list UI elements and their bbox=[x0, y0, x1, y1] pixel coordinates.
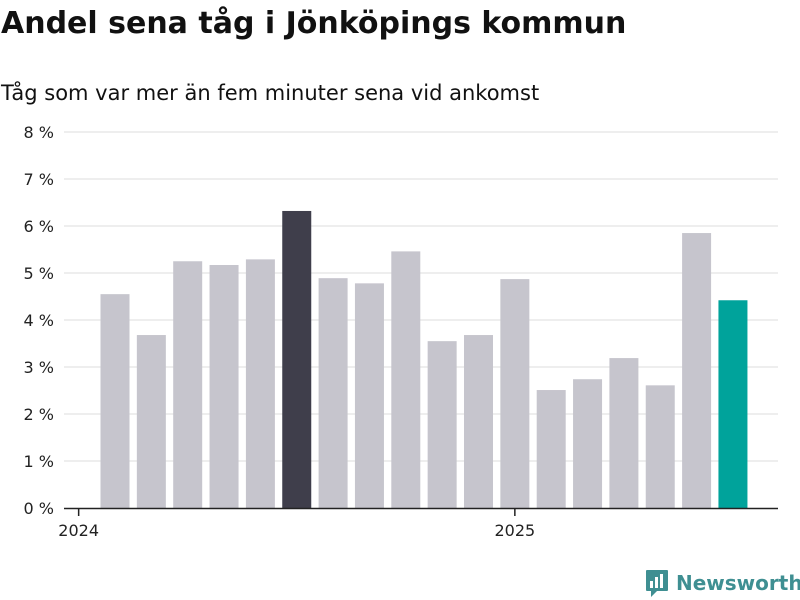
chart-title: Andel sena tåg i Jönköpings kommun bbox=[1, 6, 627, 41]
y-tick-label: 0 % bbox=[24, 499, 54, 518]
bar bbox=[282, 210, 312, 508]
bar bbox=[354, 283, 384, 508]
bar bbox=[500, 279, 530, 508]
y-tick-label: 4 % bbox=[24, 311, 54, 330]
bar bbox=[718, 300, 748, 508]
bar bbox=[609, 358, 639, 508]
bar bbox=[209, 265, 239, 508]
y-tick-label: 5 % bbox=[24, 264, 54, 283]
bar bbox=[645, 385, 675, 508]
bar bbox=[100, 294, 130, 508]
branding: Newsworthy bbox=[645, 568, 800, 598]
bar bbox=[245, 259, 275, 508]
bar bbox=[391, 251, 421, 508]
y-tick-label: 1 % bbox=[24, 452, 54, 471]
y-tick-label: 6 % bbox=[24, 217, 54, 236]
axes: 0 % 1 % 2 % 3 % 4 % 5 % 6 % 7 % 8 % 2024 2025 bbox=[24, 123, 778, 540]
bar bbox=[682, 233, 712, 509]
bar bbox=[173, 261, 203, 508]
x-tick-label: 2025 bbox=[494, 521, 535, 540]
bars bbox=[100, 210, 748, 509]
y-tick-label: 3 % bbox=[24, 358, 54, 377]
y-tick-label: 8 % bbox=[24, 123, 54, 142]
brand-name: Newsworthy bbox=[676, 571, 800, 595]
bar bbox=[427, 341, 457, 508]
x-tick-label: 2024 bbox=[58, 521, 99, 540]
newsworthy-logo-icon bbox=[646, 570, 668, 597]
bar bbox=[573, 379, 603, 508]
bar bbox=[536, 390, 566, 508]
bar bbox=[136, 335, 166, 508]
y-tick-label: 7 % bbox=[24, 170, 54, 189]
bar bbox=[318, 278, 348, 508]
bar bbox=[464, 335, 493, 508]
y-tick-label: 2 % bbox=[24, 405, 54, 424]
chart-subtitle: Tåg som var mer än fem minuter sena vid … bbox=[1, 81, 540, 105]
